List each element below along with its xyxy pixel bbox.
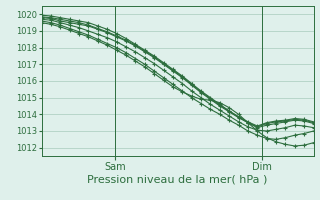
X-axis label: Pression niveau de la mer( hPa ): Pression niveau de la mer( hPa ) (87, 174, 268, 184)
